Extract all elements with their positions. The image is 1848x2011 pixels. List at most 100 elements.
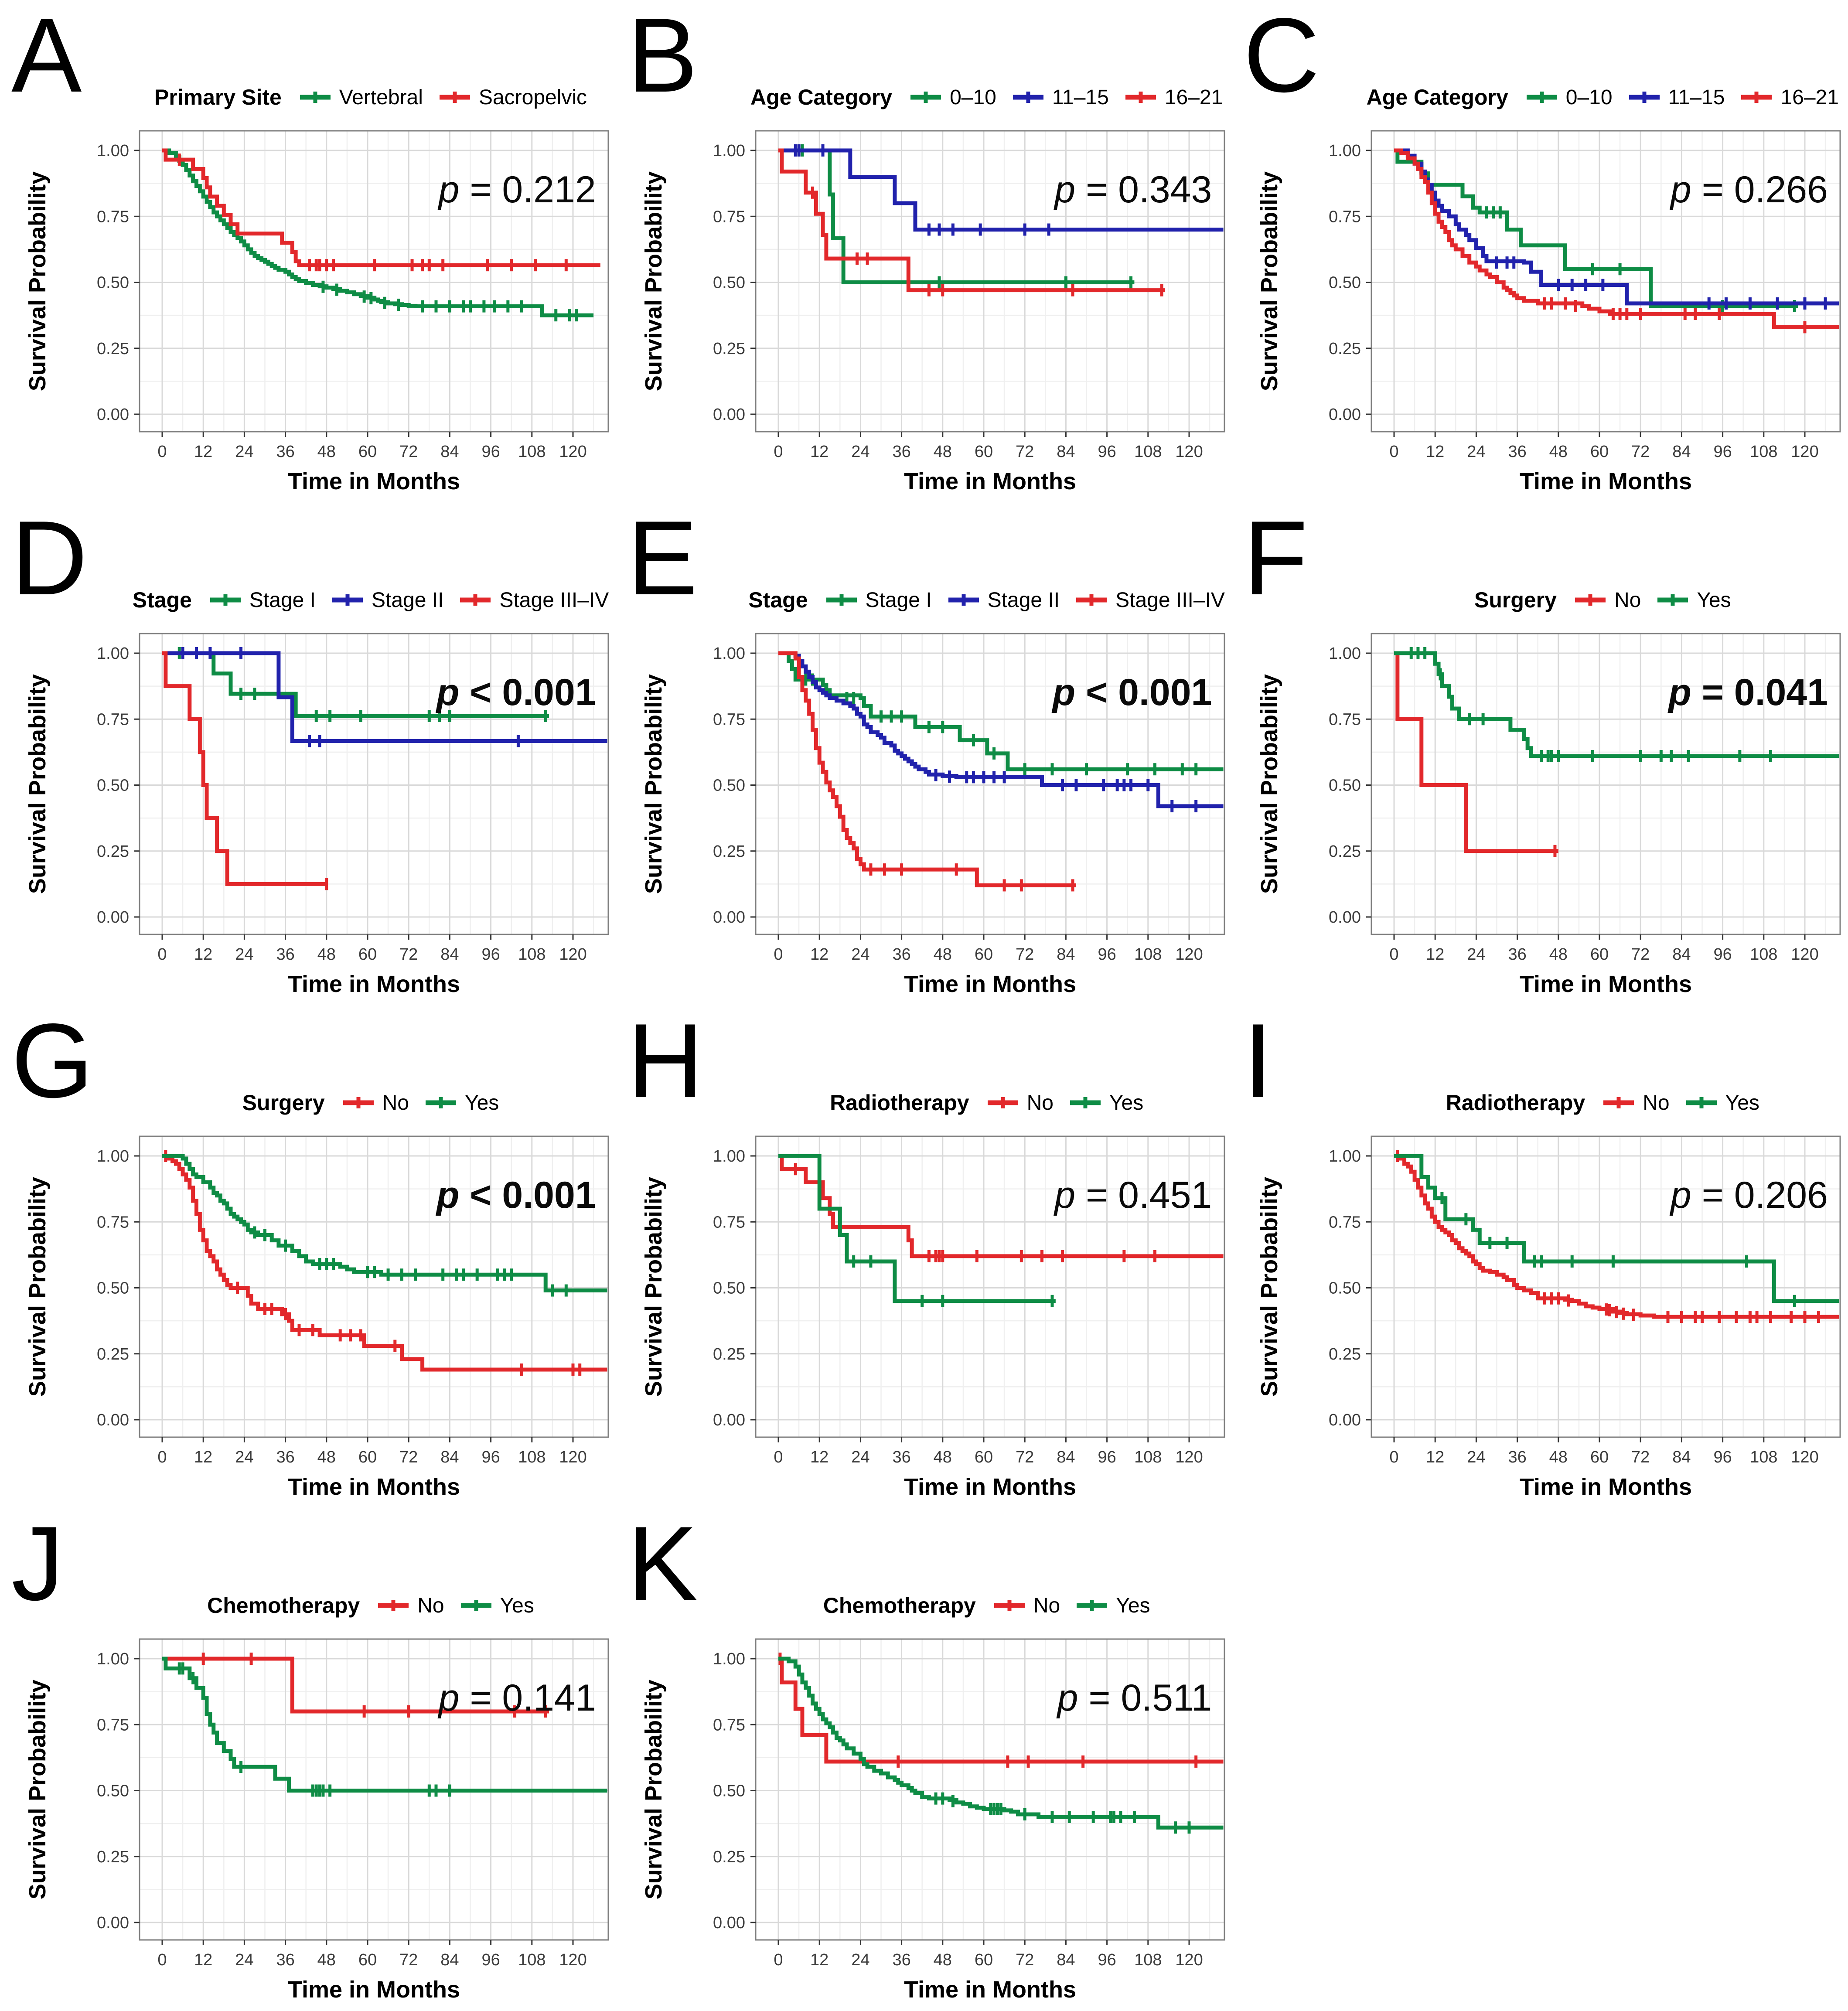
y-axis: 0.00 0.25 0.50 0.75 1.00 (97, 1147, 140, 1429)
y-axis-title: Survival Probability (24, 1680, 51, 1899)
survival-curve-yes (1394, 1154, 1839, 1307)
censor-marks (253, 1226, 568, 1297)
x-axis-title: Time in Months (904, 971, 1076, 997)
x-tick-label: 120 (559, 1951, 586, 1969)
curve-line (778, 651, 1076, 887)
curve-line (778, 1154, 1056, 1303)
x-axis-title: Time in Months (904, 468, 1076, 494)
x-tick-label: 72 (399, 443, 418, 461)
x-tick-label: 24 (235, 1951, 253, 1969)
x-tick-label: 108 (1134, 443, 1162, 461)
y-tick-label: 0.75 (97, 1213, 129, 1231)
x-tick-label: 24 (1467, 443, 1486, 461)
y-tick-label: 1.00 (97, 644, 129, 663)
curve-line (162, 148, 600, 267)
legend-key-icon (1013, 92, 1043, 103)
legend-key-icon (1629, 92, 1660, 103)
survival-curve-no (162, 1653, 549, 1718)
x-tick-label: 12 (194, 945, 212, 964)
legend-key-icon (1070, 1097, 1101, 1108)
survival-curve-no (162, 1150, 607, 1376)
p-symbol: p (1054, 169, 1076, 211)
legend-item-no: No (1602, 1091, 1670, 1115)
censor-marks (934, 769, 1197, 812)
x-tick-label: 60 (975, 443, 993, 461)
censor-marks (1410, 647, 1773, 762)
legend-item-stage-ii: Stage II (947, 588, 1060, 612)
x-tick-label: 96 (481, 1448, 500, 1466)
km-plot: 0 12 24 36 48 60 72 84 96 108 120 0.00 0.25 0.50 0.75 1… (1256, 1135, 1841, 1500)
legend: Radiotherapy No Yes (747, 1090, 1227, 1115)
legend-item-stage-i: Stage I (208, 588, 316, 612)
x-tick-label: 12 (810, 443, 829, 461)
x-tick-label: 60 (1590, 1448, 1609, 1466)
y-tick-label: 0.25 (1329, 842, 1361, 861)
panel-I: 0 12 24 36 48 60 72 84 96 108 120 0.00 0.25 0.50 0.75 1… (1232, 1006, 1848, 1508)
x-tick-label: 108 (1750, 443, 1777, 461)
p-value-text: = 0.141 (459, 1677, 596, 1719)
x-tick-label: 60 (358, 945, 377, 964)
y-tick-label: 1.00 (97, 1147, 129, 1166)
legend-item-11–15: 11–15 (1011, 85, 1109, 109)
legend: Chemotherapy No Yes (747, 1593, 1227, 1618)
y-tick-label: 0.00 (713, 908, 745, 927)
p-value-label: p = 0.343 (1054, 168, 1212, 211)
km-plot: 0 12 24 36 48 60 72 84 96 108 120 0.00 0.25 0.50 0.75 1… (1256, 633, 1841, 997)
legend-key-icon (460, 1600, 491, 1611)
grid (140, 1136, 608, 1437)
legend-label: No (1033, 1594, 1060, 1617)
p-value-label: p = 0.041 (1668, 671, 1828, 714)
legend-title: Primary Site (154, 85, 282, 109)
x-tick-label: 108 (1134, 1448, 1162, 1466)
survival-curve-stage-iii–iv (162, 651, 328, 890)
legend-key-icon (1125, 92, 1156, 103)
x-tick-label: 24 (851, 1951, 869, 1969)
x-tick-label: 84 (1057, 443, 1075, 461)
censor-marks (1543, 297, 1807, 334)
legend-label: 11–15 (1052, 85, 1109, 109)
censor-marks (1485, 206, 1797, 312)
x-axis: 0 12 24 36 48 60 72 84 96 108 120 (1390, 432, 1819, 461)
x-tick-label: 72 (1016, 945, 1034, 964)
y-axis: 0.00 0.25 0.50 0.75 1.00 (713, 1650, 756, 1932)
legend-label: 0–10 (950, 85, 996, 109)
legend-item-yes: Yes (459, 1594, 534, 1618)
panel-letter: D (11, 503, 88, 617)
panel-letter: H (627, 1006, 704, 1120)
y-tick-label: 1.00 (97, 1650, 129, 1668)
x-tick-label: 24 (851, 443, 869, 461)
p-value-text: = 0.041 (1691, 671, 1828, 713)
legend-item-no: No (341, 1091, 409, 1115)
p-value-text: < 0.001 (1075, 671, 1212, 713)
x-tick-label: 48 (1549, 1448, 1568, 1466)
legend-item-no: No (986, 1091, 1054, 1115)
legend: Primary Site Vertebral Sacropelvic (131, 85, 610, 110)
legend-title: Radiotherapy (1446, 1091, 1585, 1115)
p-value-label: p < 0.001 (1053, 671, 1212, 714)
panel-border (139, 1638, 609, 1941)
x-tick-label: 36 (1508, 443, 1527, 461)
legend-key-icon (910, 92, 941, 103)
x-tick-label: 0 (157, 1448, 167, 1466)
survival-curve-vertebral (162, 148, 594, 322)
y-tick-label: 0.25 (1329, 1345, 1361, 1363)
panel-letter: E (627, 503, 698, 617)
p-symbol: p (1670, 169, 1691, 211)
p-value-label: p = 0.266 (1671, 168, 1828, 211)
x-tick-label: 24 (851, 1448, 869, 1466)
panel-border (1371, 130, 1841, 433)
legend-label: Yes (1725, 1091, 1759, 1115)
legend-key-icon (1526, 92, 1557, 103)
curve-line (778, 1154, 1224, 1258)
censor-marks (181, 647, 520, 747)
x-tick-label: 36 (892, 1448, 910, 1466)
legend-label: Stage III–IV (499, 588, 609, 612)
survival-curve-11–15 (1394, 148, 1839, 310)
curve-line (162, 148, 594, 317)
curve-line (778, 148, 1135, 284)
x-tick-label: 48 (933, 1448, 951, 1466)
legend-label: Yes (1697, 588, 1731, 612)
censor-marks (852, 1255, 1054, 1307)
x-tick-label: 120 (1175, 945, 1203, 964)
x-tick-label: 96 (1098, 443, 1116, 461)
